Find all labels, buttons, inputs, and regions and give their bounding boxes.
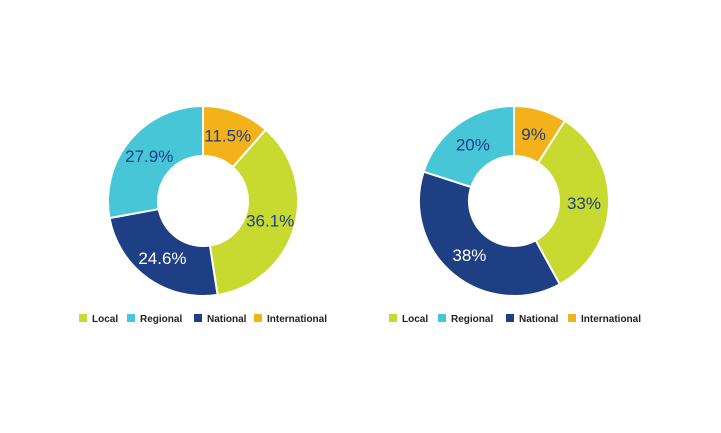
legend-swatch-national (506, 314, 514, 322)
legend-swatch-international (568, 314, 576, 322)
legend-label-national: National (207, 314, 247, 325)
slice-regional (107, 104, 204, 220)
slice-local (534, 119, 610, 286)
donut-chart-2: 9% 33% 38% 20% Local Regional National Internat… (389, 104, 641, 325)
slice-label-international: 9% (521, 125, 546, 144)
legend-swatch-regional (127, 314, 135, 322)
slice-label-local: 33% (567, 194, 601, 213)
slice-regional (422, 104, 515, 189)
legend-swatch-regional (438, 314, 446, 322)
slice-label-national: 24.6% (138, 249, 186, 268)
slice-label-regional: 27.9% (125, 147, 173, 166)
slice-label-international: 11.5% (204, 127, 251, 146)
legend-label-international: International (267, 314, 327, 325)
donut-chart-1: 11.5% 36.1% 24.6% 27.9% Local Regional Nationa… (79, 104, 327, 325)
legend-label-regional: Regional (140, 314, 182, 325)
legend-label-national: National (519, 314, 559, 325)
legend-label-local: Local (92, 314, 118, 325)
legend-swatch-international (254, 314, 262, 322)
slice-local (208, 128, 299, 297)
slice-national (108, 207, 219, 297)
slice-label-regional: 20% (456, 135, 490, 154)
legend-label-local: Local (402, 314, 428, 325)
legend-label-regional: Regional (451, 314, 493, 325)
legend-swatch-local (79, 314, 87, 322)
legend-label-international: International (581, 314, 641, 325)
legend-swatch-local (389, 314, 397, 322)
legend-swatch-national (194, 314, 202, 322)
slice-label-local: 36.1% (246, 212, 294, 231)
slice-label-national: 38% (452, 246, 486, 265)
slice-national (418, 170, 562, 297)
